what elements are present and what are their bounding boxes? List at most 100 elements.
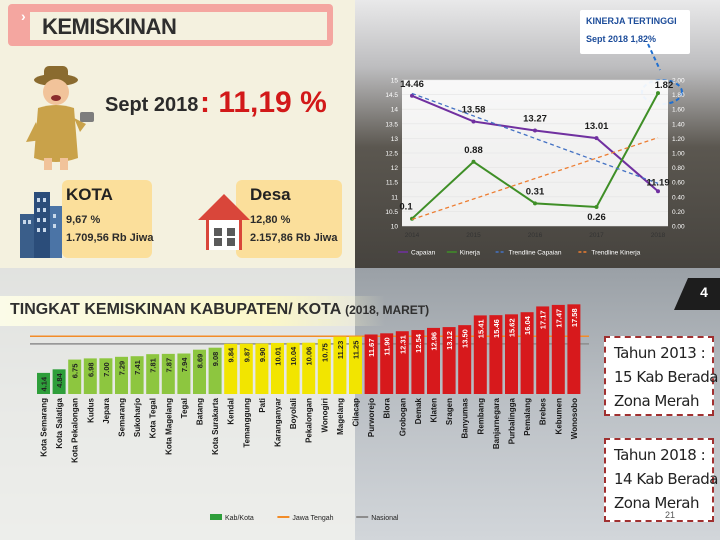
bar <box>489 315 503 394</box>
banner <box>0 296 385 326</box>
left-tick-label: 11.5 <box>386 180 399 187</box>
data-point <box>533 128 537 133</box>
note-2018: Tahun 2018 : 14 Kab Berada di Zona Merah <box>604 438 720 522</box>
bar-value-label: 11.90 <box>383 337 392 355</box>
slide-number-corner <box>674 278 688 310</box>
left-tick-label: 12.5 <box>385 151 398 158</box>
bar <box>302 342 316 394</box>
category-label: Purworejo <box>367 398 376 437</box>
bar-value-label: 17.47 <box>554 309 563 328</box>
note-2013: Tahun 2013 : 15 Kab Berada di Zona Merah <box>604 336 720 416</box>
category-label: Kota Tegal <box>149 398 158 438</box>
bar <box>364 334 378 394</box>
bar-value-label: 10.75 <box>320 343 329 362</box>
legend-swatch <box>210 514 222 520</box>
category-label: Temanggung <box>242 398 251 448</box>
bar <box>37 372 50 394</box>
data-point <box>410 93 414 98</box>
series-line <box>411 137 659 221</box>
kota-percent: 9,67 % <box>66 214 101 226</box>
bar <box>411 330 425 394</box>
right-tick-label: 0.00 <box>672 224 685 231</box>
x-tick-label: 2014 <box>405 232 420 239</box>
left-tick-label: 12 <box>391 165 399 172</box>
bar <box>380 333 394 394</box>
data-label: 0.26 <box>587 212 606 223</box>
x-tick-label: 2015 <box>466 232 481 239</box>
bar <box>505 314 518 394</box>
data-label: 13.27 <box>523 114 547 125</box>
right-tick-label: 0.40 <box>672 194 685 201</box>
data-point <box>533 201 537 206</box>
page-title: KEMISKINAN <box>42 14 177 39</box>
chevron-right-icon: › <box>21 8 26 24</box>
bar <box>520 312 534 394</box>
slide-number-badge: 4 <box>688 278 720 310</box>
data-label: 0.31 <box>526 186 545 197</box>
category-label: Kudus <box>86 397 95 422</box>
bar-value-label: 10.06 <box>305 347 314 366</box>
category-label: Sukoharjo <box>133 398 142 437</box>
page-number: 21 <box>665 510 676 520</box>
x-tick-label: 2016 <box>528 232 543 239</box>
category-label: Magelang <box>336 398 345 435</box>
bar-value-label: 17.17 <box>539 310 548 329</box>
slide-number: 4 <box>700 284 708 300</box>
right-tick-label: 0.60 <box>672 180 685 187</box>
summary-label: Sept 2018 <box>105 94 199 116</box>
category-label: Rembang <box>476 398 485 435</box>
note-line: Zona Merah <box>614 494 699 512</box>
bar <box>146 354 160 394</box>
data-point <box>471 119 476 124</box>
data-point <box>594 136 599 141</box>
bar-value-label: 7.94 <box>180 357 189 372</box>
arm-right <box>74 118 86 132</box>
legend-item: Trendline Kinerja <box>578 250 641 257</box>
category-label: Karanganyar <box>274 398 283 447</box>
kinerja-title: KINERJA TERTINGGI <box>586 16 677 26</box>
data-label: 0.88 <box>464 145 483 156</box>
legend-item: Kab/Kota <box>210 514 254 522</box>
bar-value-label: 11.67 <box>367 338 376 356</box>
category-label: Semarang <box>118 398 127 437</box>
left-tick-label: 10.5 <box>385 209 398 216</box>
note-line: 15 Kab Berada di <box>614 368 720 386</box>
left-tick-label: 11 <box>391 194 398 201</box>
data-label: 13.58 <box>462 104 486 115</box>
bar-value-label: 10.01 <box>274 347 283 366</box>
bar-value-label: 17.58 <box>570 308 579 327</box>
bowl <box>80 112 94 122</box>
bar <box>567 304 581 394</box>
bar <box>442 327 456 394</box>
bar <box>115 356 128 394</box>
bar <box>473 315 487 394</box>
legend-item: Jawa Tengah <box>277 515 334 522</box>
bar <box>286 342 300 394</box>
category-label: Wonosobo <box>570 398 579 439</box>
bar-value-label: 7.00 <box>102 362 111 377</box>
category-label: Banjarnegara <box>492 397 501 449</box>
note-line: Tahun 2018 : <box>614 446 706 464</box>
bar-value-label: 15.62 <box>508 318 517 337</box>
bar <box>130 356 144 394</box>
capaian-kinerja-line-chart: 15 14.5 14 13.5 13 12.5 12 11.5 11 10.5 10 2.00 1.80… <box>385 78 685 257</box>
legend-item: Nasional <box>356 515 399 522</box>
legend-label: Kab/Kota <box>225 515 254 522</box>
desa-percent: 12,80 % <box>250 214 291 226</box>
bar <box>177 353 191 394</box>
note-line: 14 Kab Berada di <box>614 470 720 488</box>
bar-value-label: 16.04 <box>523 315 532 335</box>
data-label: 1.82 <box>655 80 674 91</box>
data-label: 14.46 <box>400 79 424 90</box>
bar <box>193 349 206 394</box>
legend-item: Capaian <box>398 250 436 257</box>
bar <box>239 343 253 394</box>
category-label: Blora <box>383 397 392 418</box>
right-tick-label: 2.00 <box>672 78 685 85</box>
bar-value-label: 7.29 <box>118 361 127 376</box>
legend-label: Kinerja <box>460 250 481 257</box>
category-label: Klaten <box>430 398 439 423</box>
bar-value-label: 9.87 <box>242 348 251 363</box>
series-line <box>411 92 659 184</box>
legend-label: Nasional <box>371 515 399 522</box>
